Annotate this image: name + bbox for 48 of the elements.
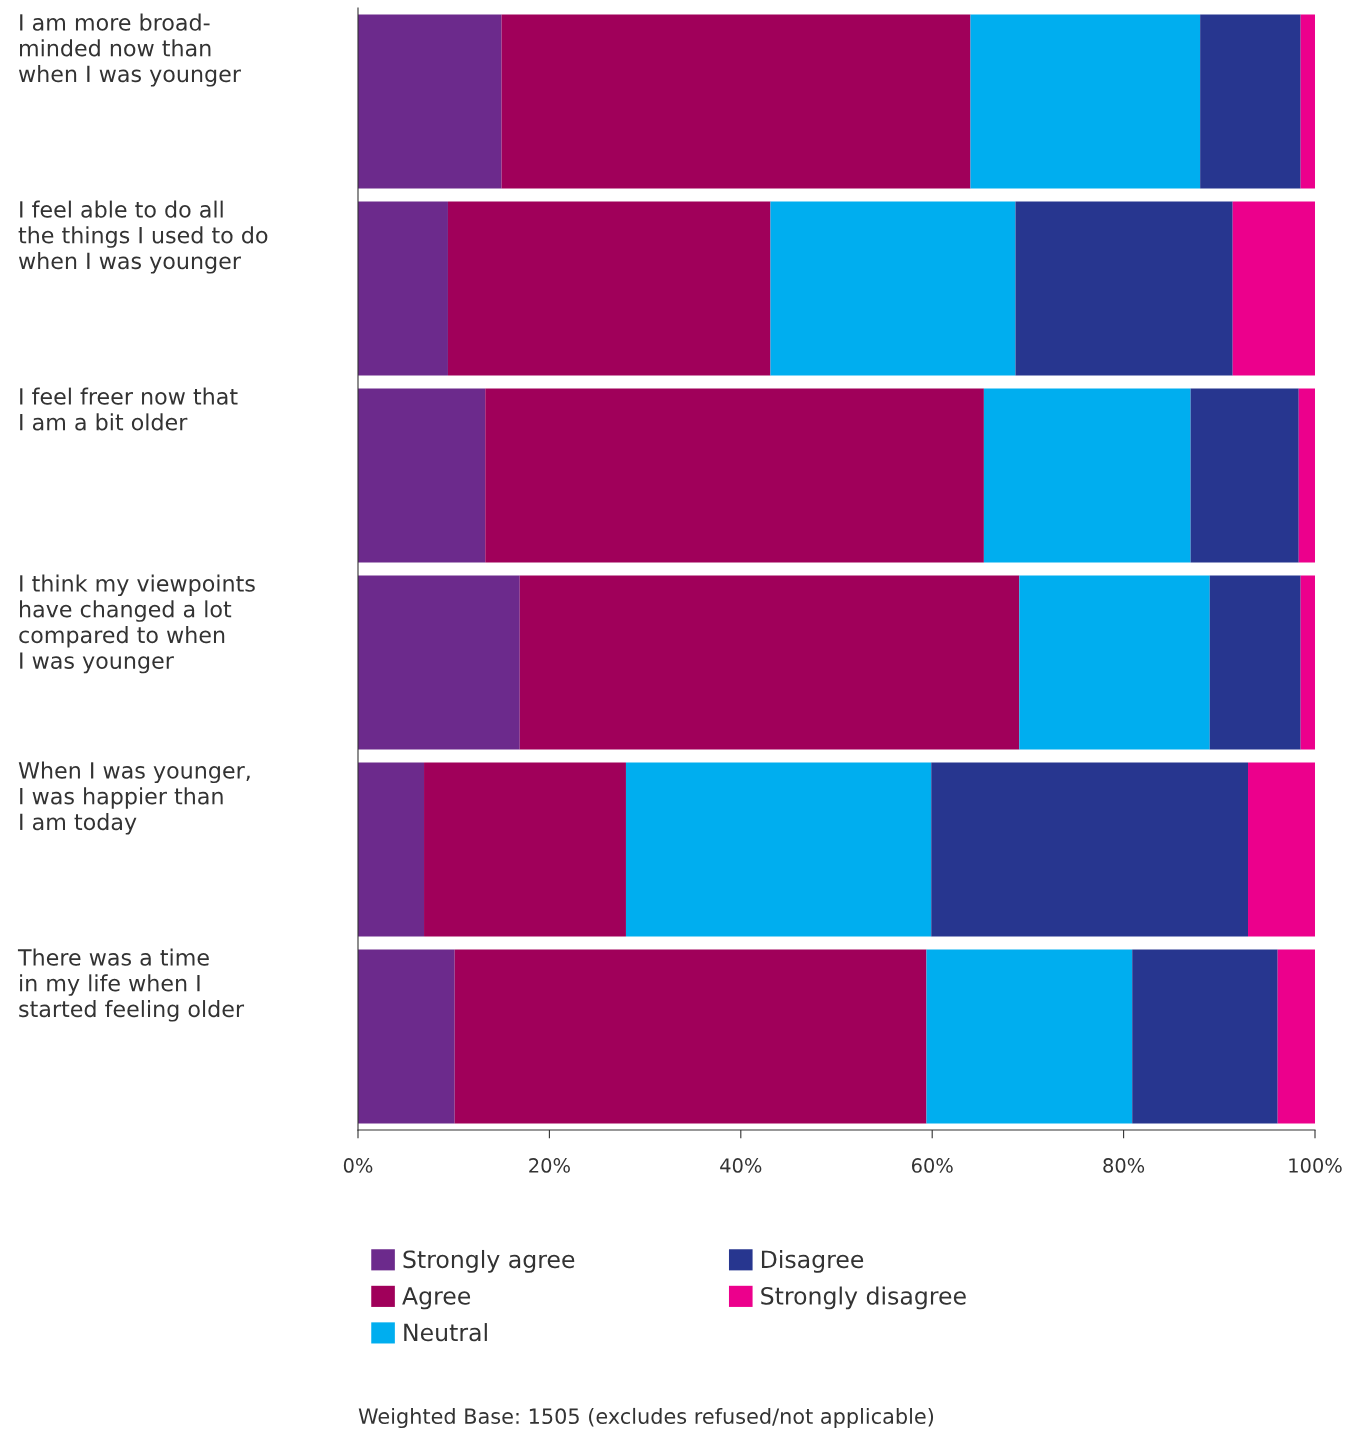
bar [519, 575, 1020, 750]
y-tick-label: I feel freer now that I am a bit older [20, 387, 238, 431]
x-tick-label: 0% [343, 1158, 373, 1173]
bar [1248, 762, 1315, 937]
x-tick-label: 20% [529, 1158, 570, 1173]
bar [424, 762, 626, 937]
bar [970, 14, 1201, 189]
bar [358, 762, 425, 937]
bar [625, 762, 932, 937]
x-tick-label: 60% [911, 1158, 953, 1173]
bar [1015, 201, 1233, 376]
y-tick-label: There was a time in my life when I started feeling older [17, 948, 245, 1022]
y-tick-label: I am more broad- minded now than when I was younger [18, 13, 241, 87]
legend-label: Neutral [404, 1323, 487, 1342]
bar [447, 201, 771, 376]
legend-label: Disagree [761, 1249, 864, 1273]
y-tick-label: I think my viewpoints have changed a lot compared to when I was younger [19, 574, 255, 674]
bar [501, 14, 971, 189]
bar [1298, 388, 1315, 563]
bar [1300, 14, 1315, 189]
bar [1300, 575, 1315, 750]
x-tick-label: 100% [1289, 1158, 1342, 1173]
bar [1232, 201, 1315, 376]
y-tick-label: When I was younger, I was happier than I am today [18, 761, 250, 835]
bar [926, 949, 1133, 1124]
bar [358, 575, 520, 750]
legend-label: Strongly disagree [761, 1286, 966, 1310]
bar [1200, 14, 1301, 189]
x-tick-label: 40% [720, 1158, 762, 1173]
bar [770, 201, 1016, 376]
bar [358, 388, 486, 563]
bar [358, 201, 448, 376]
bar [1277, 949, 1315, 1124]
bar [358, 949, 455, 1124]
bar [983, 388, 1191, 563]
x-tick-label: 80% [1103, 1158, 1145, 1173]
bar [931, 762, 1249, 937]
bar [1132, 949, 1278, 1124]
legend-label: Agree [402, 1287, 471, 1310]
legend-label: Strongly agree [403, 1249, 575, 1273]
bar [1019, 575, 1210, 750]
bar [1190, 388, 1299, 563]
bar [454, 949, 927, 1124]
text: Weighted Base: 1505 (excludes refused/not applicable) [358, 1407, 934, 1429]
bar [1209, 575, 1301, 750]
bar [358, 14, 502, 189]
bar [485, 388, 984, 563]
y-tick-label: I feel able to do all the things I used to do when I was younger [18, 200, 268, 274]
